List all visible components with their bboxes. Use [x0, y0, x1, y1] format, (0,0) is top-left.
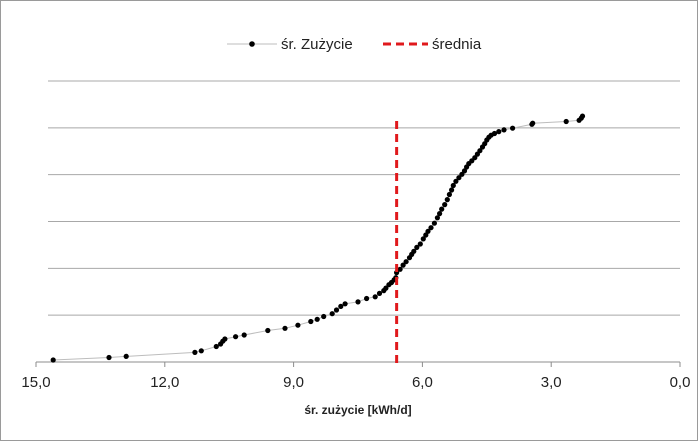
data-point-10: [241, 332, 247, 338]
x-tick-label-4: 3,0: [541, 374, 562, 391]
series-line: [53, 115, 583, 361]
data-point-16: [321, 313, 327, 320]
data-point-3: [192, 349, 198, 355]
data-point-74: [563, 118, 569, 125]
data-point-0: [50, 357, 56, 363]
data-point-73: [530, 120, 536, 126]
data-point-70: [501, 127, 507, 133]
x-tick-label-2: 9,0: [283, 374, 304, 391]
x-axis-tick-labels: 15,0 12,0 9,0 6,0 3,0 0,0: [21, 374, 690, 391]
legend-series-label: śr. Zużycie: [281, 36, 353, 53]
data-point-48: [442, 202, 448, 208]
data-point-11: [265, 327, 271, 334]
data-point-19: [338, 303, 344, 309]
data-point-53: [453, 178, 459, 184]
data-point-24: [376, 290, 383, 296]
data-point-17: [329, 311, 335, 317]
data-point-15: [314, 316, 320, 322]
legend: śr. Zużycie średnia: [227, 36, 482, 53]
x-tick-label-0: 15,0: [21, 374, 50, 391]
data-point-44: [431, 220, 437, 226]
data-point-23: [372, 294, 378, 300]
data-point-4: [198, 348, 204, 354]
data-point-49: [444, 197, 450, 203]
x-tick-label-1: 12,0: [150, 374, 179, 391]
data-point-45: [434, 215, 440, 221]
data-point-47: [439, 206, 445, 212]
data-point-32: [397, 266, 403, 272]
data-point-14: [308, 318, 314, 325]
data-point-1: [106, 354, 112, 361]
data-point-71: [510, 125, 516, 131]
x-tick-label-3: 6,0: [412, 374, 433, 391]
data-point-22: [364, 295, 370, 302]
data-point-77: [579, 113, 586, 119]
gridlines: [48, 80, 680, 316]
data-point-2: [123, 353, 129, 359]
data-point-8: [222, 336, 228, 342]
data-point-18: [333, 307, 340, 313]
data-point-60: [472, 155, 478, 161]
data-point-56: [461, 168, 468, 174]
data-point-12: [282, 325, 288, 331]
data-point-34: [403, 259, 409, 265]
data-point-39: [417, 241, 423, 247]
data-point-21: [355, 299, 361, 305]
x-axis-title: śr. zużycie [kWh/d]: [304, 403, 411, 417]
data-point-52: [450, 182, 456, 189]
data-point-20: [342, 301, 348, 307]
x-tick-label-5: 0,0: [670, 374, 691, 391]
data-point-42: [425, 228, 431, 234]
legend-series-marker: [249, 41, 255, 47]
data-point-40: [420, 236, 426, 242]
x-axis-tick-marks: [35, 362, 681, 367]
data-point-54: [456, 175, 462, 181]
data-point-46: [437, 211, 443, 217]
data-point-43: [428, 225, 434, 231]
data-point-13: [295, 322, 301, 328]
data-point-68: [491, 130, 498, 137]
data-point-50: [446, 191, 452, 198]
data-point-38: [414, 244, 420, 250]
data-point-26: [383, 285, 389, 291]
legend-mean-label: średnia: [432, 36, 482, 53]
data-point-5: [213, 343, 219, 350]
data-point-33: [400, 262, 406, 268]
data-point-69: [496, 129, 502, 135]
data-point-37: [411, 248, 417, 254]
data-point-51: [449, 187, 455, 193]
data-point-62: [477, 148, 483, 154]
series-points: [50, 113, 586, 363]
data-point-9: [233, 334, 239, 340]
